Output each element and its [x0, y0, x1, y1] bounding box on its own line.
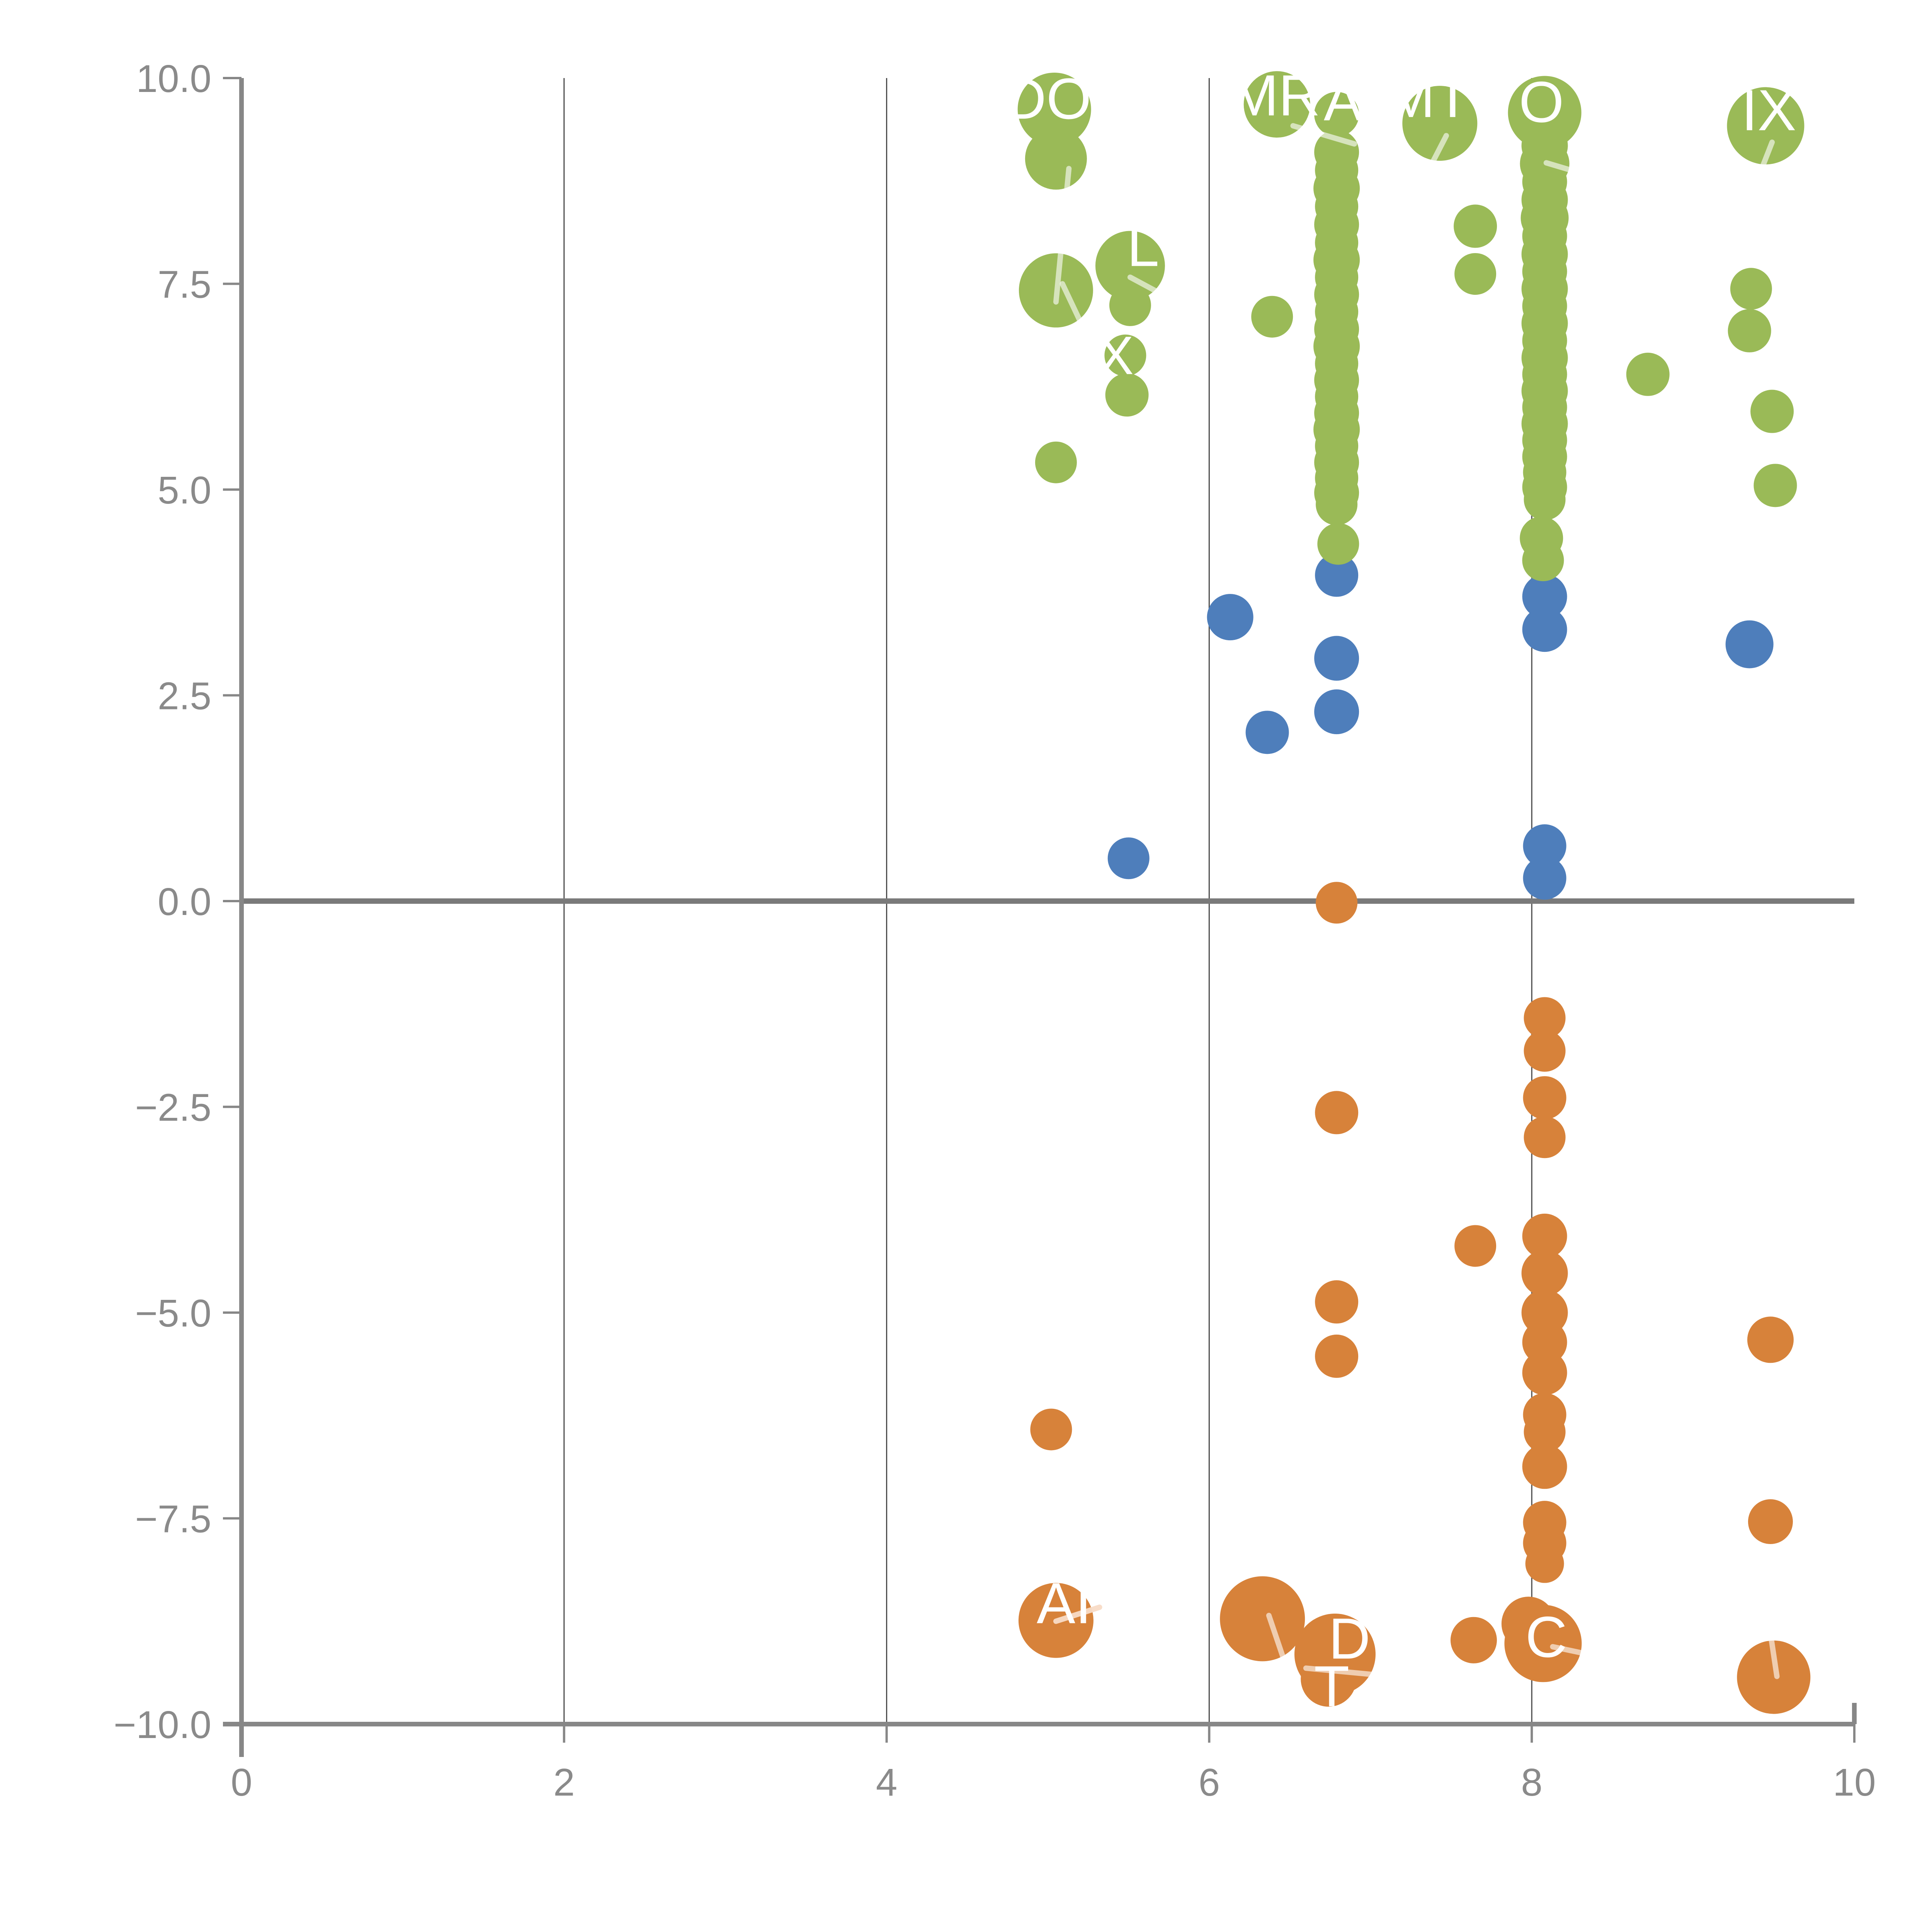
leader-line	[1053, 166, 1072, 305]
green-group-bubble	[1104, 334, 1146, 376]
bubble-label: A	[1324, 68, 1362, 133]
orange-group-bubble	[1522, 1350, 1567, 1395]
bubble-label: C	[1526, 1604, 1567, 1669]
green-group-bubble	[1251, 296, 1293, 338]
x-tick-label: 0	[231, 1761, 252, 1804]
y-tick-label: −5.0	[135, 1292, 211, 1335]
leader-line	[1266, 1612, 1286, 1661]
green-group-bubble	[1317, 523, 1359, 565]
orange-group-bubble	[1524, 1411, 1566, 1453]
green-group-bubble	[1728, 309, 1771, 352]
x-tick-label: 2	[553, 1761, 575, 1804]
green-group-bubble	[1454, 204, 1497, 248]
orange-group-bubble	[1523, 1076, 1566, 1120]
x-tick-label: 4	[876, 1761, 898, 1804]
blue-group-bubble	[1522, 607, 1567, 652]
leader-line	[1756, 139, 1775, 178]
orange-group-bubble	[1748, 1499, 1793, 1544]
leader-line	[1053, 1604, 1102, 1624]
bubble-label: MR	[1230, 63, 1320, 128]
x-tick-label: 10	[1833, 1761, 1876, 1804]
green-group-bubble	[1522, 539, 1564, 582]
green-group-bubble	[1524, 478, 1566, 520]
orange-group-bubble	[1220, 1576, 1305, 1662]
leader-line	[1127, 274, 1164, 297]
leader-line	[1303, 1665, 1378, 1678]
leader-line	[1550, 1644, 1594, 1658]
green-group-bubble	[1454, 253, 1497, 295]
blue-group-bubble	[1523, 824, 1566, 868]
bubble-label: AI	[1037, 1571, 1092, 1636]
y-tick-label: −7.5	[135, 1498, 211, 1541]
bubble-label: D	[1328, 1606, 1370, 1671]
y-tick-label: 5.0	[158, 469, 211, 512]
green-group-bubble	[1105, 373, 1149, 417]
orange-group-bubble	[1315, 1334, 1359, 1378]
orange-group-bubble	[1030, 1408, 1072, 1451]
green-group-bubble	[1316, 483, 1358, 526]
x-tick-label: 6	[1199, 1761, 1220, 1804]
bubble-label: X	[1098, 325, 1134, 386]
y-tick-label: −2.5	[135, 1086, 211, 1129]
orange-group-bubble	[1454, 1225, 1497, 1267]
orange-group-bubble	[1522, 1444, 1567, 1489]
blue-group-bubble	[1245, 711, 1289, 754]
blue-group-bubble	[1523, 856, 1566, 900]
green-group-bubble	[1750, 389, 1794, 433]
green-group-bubble	[1035, 441, 1077, 483]
y-tick-label: −10.0	[114, 1703, 211, 1747]
leader-line	[1060, 281, 1088, 335]
orange-group-bubble	[1747, 1316, 1794, 1363]
blue-group-bubble	[1314, 689, 1359, 735]
orange-group-bubble	[1525, 1544, 1564, 1583]
bubble-label: O	[1519, 70, 1564, 134]
green-group-bubble	[1109, 284, 1151, 326]
green-group-bubble	[1730, 268, 1772, 310]
green-group-bubble	[1314, 92, 1359, 137]
green-group-bubble	[1626, 352, 1670, 396]
blue-group-bubble	[1314, 636, 1359, 681]
orange-group-bubble	[1524, 1030, 1566, 1072]
blue-group-bubble	[1207, 594, 1253, 641]
orange-group-bubble	[1524, 997, 1566, 1039]
green-group-bubble	[1017, 72, 1091, 146]
orange-group-bubble	[1316, 882, 1358, 924]
orange-group-bubble	[1504, 1605, 1582, 1682]
orange-group-bubble	[1737, 1640, 1811, 1714]
green-group-bubble	[1243, 71, 1310, 138]
orange-group-bubble	[1522, 1213, 1567, 1259]
leader-line	[1427, 133, 1449, 170]
bubble-label: L	[1127, 213, 1159, 278]
green-group-bubble	[1025, 128, 1087, 190]
orange-group-bubble	[1521, 1250, 1568, 1296]
orange-group-bubble	[1450, 1617, 1497, 1663]
green-group-bubble	[1753, 464, 1797, 507]
bubble-label: IX	[1742, 78, 1796, 143]
orange-group-bubble	[1524, 1116, 1566, 1158]
green-group-bubble	[1402, 86, 1478, 161]
green-group-bubble	[1727, 87, 1804, 165]
leader-line	[1543, 160, 1607, 183]
blue-group-bubble	[1522, 574, 1567, 619]
leader-line	[1767, 1631, 1780, 1679]
blue-group-bubble	[1107, 837, 1150, 879]
y-tick-label: 7.5	[158, 263, 211, 306]
leader-line	[1290, 123, 1357, 147]
blue-group-bubble	[1315, 553, 1359, 597]
blue-group-bubble	[1725, 620, 1774, 668]
y-tick-label: 0.0	[158, 880, 211, 923]
y-tick-label: 10.0	[136, 57, 211, 100]
green-group-bubble	[1095, 231, 1165, 301]
orange-group-bubble	[1315, 1280, 1359, 1324]
green-group-bubble	[1508, 76, 1582, 150]
y-tick-label: 2.5	[158, 675, 211, 718]
bubble-label: DO	[1005, 66, 1092, 131]
orange-group-bubble	[1315, 1091, 1359, 1134]
x-tick-label: 8	[1521, 1761, 1543, 1804]
bubble-label: T	[1314, 1654, 1350, 1719]
bubble-label: MT	[1387, 65, 1471, 129]
